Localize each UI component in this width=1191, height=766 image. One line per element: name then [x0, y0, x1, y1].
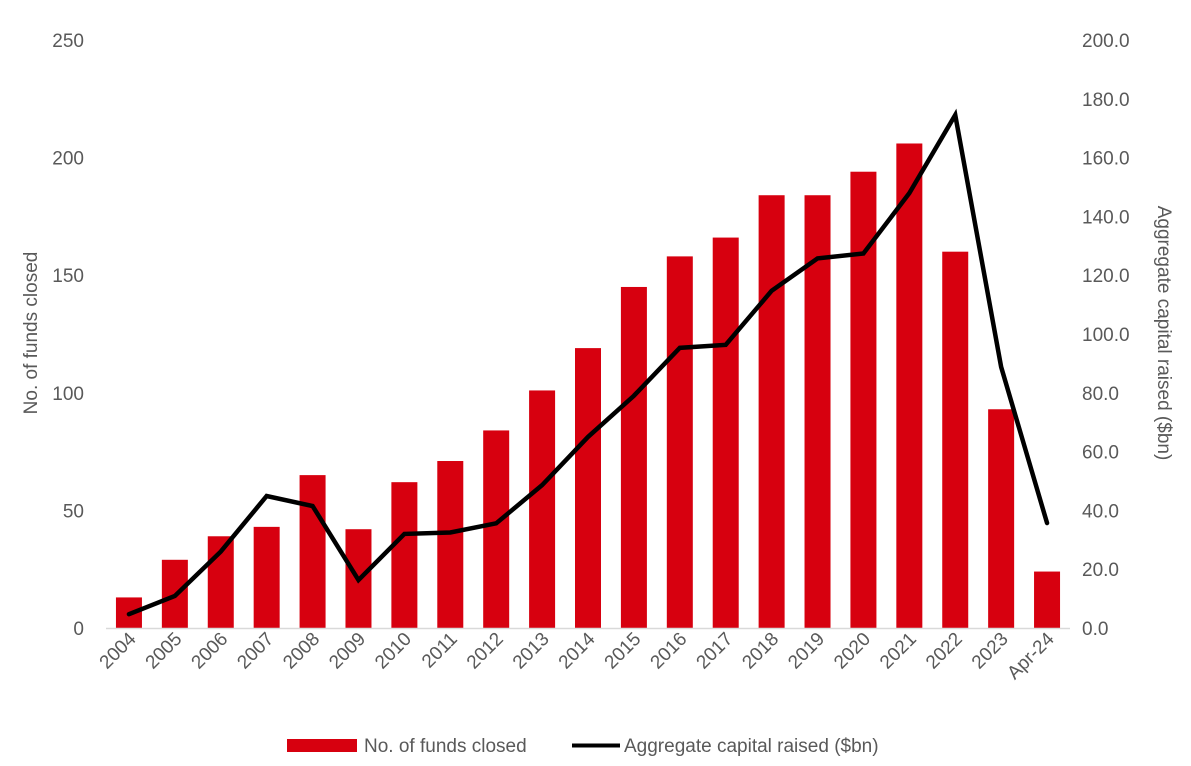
bar-2016: [666, 256, 693, 628]
x-tick-label: 2013: [509, 629, 554, 674]
x-tick-label: 2015: [601, 629, 646, 674]
bar-Apr-24: [1034, 571, 1061, 628]
left-tick-label: 150: [52, 266, 84, 287]
bar-2008: [299, 475, 326, 628]
right-tick-label: 100.0: [1082, 325, 1130, 346]
left-axis-title: No. of funds closed: [21, 252, 42, 415]
left-tick-label: 0: [73, 619, 84, 640]
bar-2023: [988, 409, 1015, 628]
legend: No. of funds closed Aggregate capital ra…: [287, 736, 879, 757]
x-tick-label: 2005: [142, 629, 187, 674]
line-series: [126, 108, 1050, 617]
x-axis-ticks: 2004 2005 2006 2007 2008 2009 2010 2011 2012 2013…: [96, 628, 1059, 683]
left-tick-label: 250: [52, 31, 84, 52]
left-tick-label: 50: [63, 501, 84, 522]
x-tick-label: 2004: [96, 628, 141, 673]
bar-2021: [896, 143, 923, 628]
x-tick-label: 2007: [233, 629, 278, 674]
bar-2020: [850, 171, 877, 628]
x-tick-label: 2016: [647, 629, 692, 674]
bar-2013: [529, 390, 556, 628]
bar-2018: [758, 195, 785, 628]
right-tick-label: 160.0: [1082, 149, 1130, 170]
left-axis-ticks: 0 50 100 150 200 250: [52, 31, 84, 640]
x-tick-label: 2022: [922, 629, 967, 674]
right-tick-label: 80.0: [1082, 384, 1119, 405]
x-tick-label: 2011: [418, 629, 462, 673]
bar-2015: [620, 286, 647, 628]
bar-series: [115, 143, 1061, 628]
bar-2012: [483, 430, 510, 628]
x-tick-label: 2018: [738, 629, 783, 674]
right-tick-label: 40.0: [1082, 501, 1119, 522]
x-tick-label: 2017: [693, 629, 738, 674]
x-tick-label: 2006: [188, 629, 233, 674]
bar-2014: [575, 348, 601, 628]
right-tick-label: 60.0: [1082, 443, 1119, 464]
x-tick-label: 2010: [371, 629, 416, 674]
right-axis-title: Aggregate capital raised ($bn): [1153, 206, 1174, 461]
x-tick-label: Apr-24: [1003, 628, 1058, 683]
right-tick-label: 0.0: [1082, 619, 1108, 640]
right-tick-label: 180.0: [1082, 90, 1130, 111]
x-tick-label: 2008: [279, 629, 324, 674]
left-tick-label: 200: [52, 149, 84, 170]
x-tick-label: 2009: [325, 629, 370, 674]
bar-2011: [437, 461, 464, 628]
left-tick-label: 100: [52, 384, 84, 405]
x-tick-label: 2021: [876, 629, 921, 674]
legend-bar-swatch: [287, 739, 357, 752]
x-tick-label: 2020: [830, 629, 875, 674]
x-tick-label: 2012: [463, 629, 508, 674]
right-tick-label: 20.0: [1082, 560, 1119, 581]
right-tick-label: 120.0: [1082, 266, 1130, 287]
right-axis-ticks: 0.0 20.0 40.0 60.0 80.0 100.0 120.0 140.0 160.0 1…: [1082, 31, 1130, 640]
bar-2007: [253, 526, 280, 628]
legend-line-label: Aggregate capital raised ($bn): [624, 736, 879, 757]
bar-2010: [391, 482, 418, 628]
x-tick-label: 2019: [784, 629, 829, 674]
bar-2017: [712, 237, 739, 628]
bar-2022: [942, 251, 969, 628]
x-tick-label: 2014: [555, 628, 600, 673]
capital-line: [126, 108, 1050, 617]
bar-2019: [804, 195, 831, 628]
right-tick-label: 140.0: [1082, 207, 1130, 228]
right-tick-label: 200.0: [1082, 31, 1130, 52]
legend-bar-label: No. of funds closed: [364, 736, 527, 757]
